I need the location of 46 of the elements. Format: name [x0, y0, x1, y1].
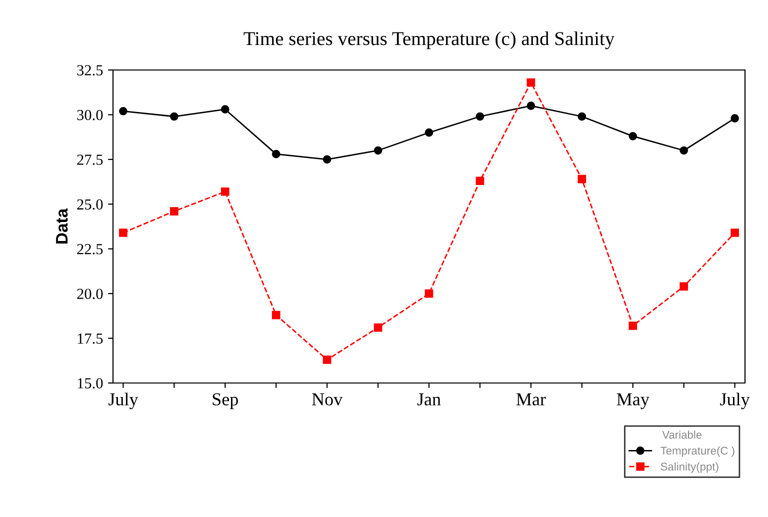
x-tick-label: Jan: [417, 393, 441, 406]
point: [424, 289, 434, 298]
point: [526, 102, 536, 110]
point: [170, 112, 178, 121]
x-tick-label: Nov: [312, 393, 343, 406]
y-tick-label: 25.0: [77, 199, 103, 210]
point: [119, 106, 128, 116]
point: [628, 132, 638, 140]
x-tick-label: Mar: [516, 393, 546, 406]
x-tick-label: July: [108, 392, 138, 410]
point: [322, 155, 332, 164]
point: [374, 323, 382, 332]
point: [628, 322, 638, 330]
point: [578, 174, 586, 184]
y-tick-label: 32.5: [77, 65, 103, 76]
point: [119, 228, 128, 237]
point: [680, 282, 688, 291]
legend-label: Salinity(ppt): [660, 462, 718, 473]
point: [730, 228, 739, 237]
chart-title: Time series versus Temperature (c) and Salinity: [244, 32, 615, 50]
point: [220, 105, 230, 114]
point: [578, 112, 586, 121]
point: [220, 187, 230, 196]
point: [272, 310, 280, 320]
point: [322, 356, 332, 364]
point: [170, 207, 178, 216]
point: [476, 112, 484, 121]
point: [374, 146, 382, 155]
legend-label: Temprature(C ): [660, 446, 734, 457]
y-tick-label: 30.0: [77, 110, 103, 120]
point: [526, 78, 536, 87]
point: [476, 176, 484, 186]
x-tick-label: Sep: [212, 393, 238, 410]
y-tick-label: 20.0: [77, 288, 103, 300]
x-tick-label: July: [720, 392, 750, 410]
x-tick-label: May: [616, 393, 650, 410]
point: [680, 146, 688, 155]
y-tick-label: 22.5: [77, 244, 103, 254]
point: [730, 114, 739, 122]
point: [424, 128, 434, 137]
y-tick-label: 17.5: [78, 334, 103, 344]
y-axis-title: Data: [56, 208, 68, 244]
legend-title: Variable: [662, 430, 702, 439]
y-tick-label: 15.0: [78, 378, 103, 389]
y-tick-label: 27.5: [77, 154, 103, 165]
point: [272, 150, 280, 158]
